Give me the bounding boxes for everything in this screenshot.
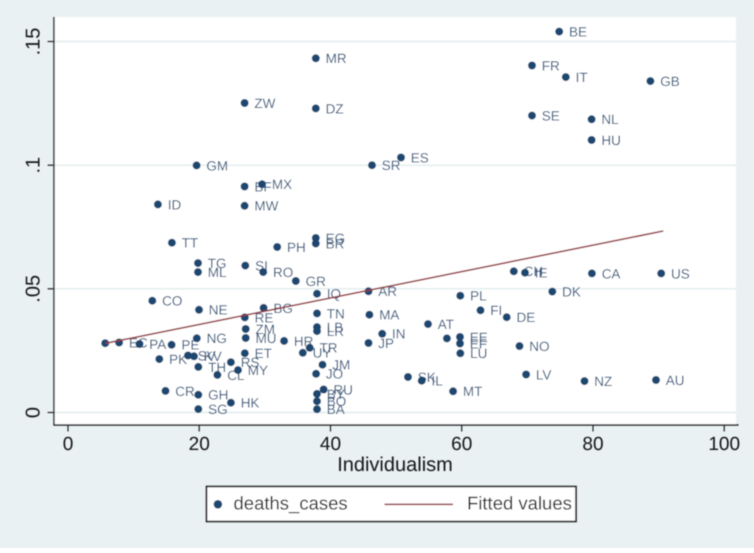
svg-text:TN: TN	[327, 306, 345, 321]
svg-text:TG: TG	[208, 256, 227, 271]
svg-text:JP: JP	[378, 336, 394, 351]
svg-text:JM: JM	[332, 358, 350, 373]
svg-text:60: 60	[451, 434, 472, 455]
svg-text:CA: CA	[602, 266, 621, 281]
svg-text:0: 0	[63, 434, 74, 455]
svg-text:RE: RE	[255, 310, 274, 325]
svg-text:Fitted values: Fitted values	[467, 493, 572, 514]
svg-text:80: 80	[582, 434, 603, 455]
svg-text:MX: MX	[272, 177, 292, 192]
svg-text:BO: BO	[327, 394, 347, 409]
svg-text:deaths_cases: deaths_cases	[234, 493, 348, 514]
svg-text:SG: SG	[208, 402, 228, 417]
svg-text:100: 100	[708, 434, 740, 455]
svg-text:CO: CO	[162, 294, 182, 309]
svg-text:HK: HK	[241, 396, 260, 411]
svg-text:ES: ES	[411, 150, 429, 165]
svg-text:IN: IN	[392, 327, 406, 342]
svg-text:ET: ET	[255, 346, 272, 361]
svg-text:LU: LU	[470, 346, 487, 361]
svg-text:LV: LV	[536, 367, 552, 382]
svg-text:PA: PA	[149, 337, 166, 352]
svg-text:FR: FR	[542, 58, 560, 73]
svg-text:IE: IE	[535, 266, 548, 281]
svg-text:ZW: ZW	[254, 96, 275, 111]
svg-text:IL: IL	[432, 374, 444, 389]
svg-text:ID: ID	[168, 197, 182, 212]
svg-text:GH: GH	[208, 388, 228, 403]
svg-text:NZ: NZ	[594, 374, 612, 389]
svg-text:MY: MY	[248, 363, 268, 378]
svg-text:DE: DE	[517, 310, 536, 325]
svg-text:PH: PH	[287, 240, 306, 255]
svg-text:GM: GM	[206, 158, 228, 173]
svg-text:TH: TH	[208, 360, 226, 375]
svg-text:SE: SE	[542, 109, 560, 124]
svg-text:EF: EF	[470, 336, 487, 351]
svg-text:PK: PK	[169, 352, 187, 367]
svg-text:MT: MT	[463, 384, 483, 399]
svg-text:0: 0	[23, 407, 45, 418]
svg-text:Individualism: Individualism	[337, 454, 453, 476]
svg-text:NO: NO	[529, 339, 549, 354]
svg-text:BR: BR	[326, 236, 345, 251]
svg-text:.15: .15	[23, 28, 45, 56]
svg-text:CR: CR	[175, 384, 195, 399]
svg-text:RO: RO	[273, 265, 293, 280]
svg-text:US: US	[671, 266, 690, 281]
svg-text:.1: .1	[23, 157, 45, 174]
svg-text:DZ: DZ	[326, 101, 344, 116]
svg-text:UY: UY	[313, 346, 332, 361]
svg-text:GR: GR	[306, 274, 327, 289]
svg-text:MR: MR	[326, 51, 347, 66]
svg-text:DK: DK	[562, 285, 581, 300]
svg-text:TR: TR	[320, 341, 338, 356]
svg-text:EE: EE	[470, 330, 488, 345]
svg-text:MW: MW	[254, 199, 278, 214]
svg-text:RU: RU	[333, 382, 353, 397]
svg-text:SV: SV	[198, 348, 216, 363]
svg-text:AT: AT	[438, 317, 454, 332]
svg-text:ML: ML	[208, 265, 227, 280]
svg-text:40: 40	[320, 434, 341, 455]
svg-text:EG: EG	[326, 231, 346, 246]
svg-text:BE: BE	[569, 25, 587, 40]
svg-text:LR: LR	[327, 324, 345, 339]
svg-text:NG: NG	[207, 331, 227, 346]
svg-text:.05: .05	[23, 275, 45, 303]
svg-text:NE: NE	[209, 303, 228, 318]
svg-text:TT: TT	[182, 236, 199, 251]
svg-text:NL: NL	[601, 112, 619, 127]
svg-text:MA: MA	[379, 308, 399, 323]
svg-text:PL: PL	[470, 289, 487, 304]
svg-text:AU: AU	[666, 373, 685, 388]
svg-text:BY: BY	[327, 387, 345, 402]
svg-text:IQ: IQ	[327, 287, 341, 302]
svg-text:MU: MU	[256, 331, 277, 346]
svg-text:BA: BA	[327, 402, 345, 417]
svg-text:HU: HU	[601, 133, 621, 148]
svg-text:ZM: ZM	[256, 322, 276, 337]
svg-text:20: 20	[189, 434, 210, 455]
svg-text:SR: SR	[382, 158, 401, 173]
svg-text:FI: FI	[490, 303, 502, 318]
svg-text:IT: IT	[576, 70, 588, 85]
svg-text:CH: CH	[524, 264, 544, 279]
svg-text:JO: JO	[326, 367, 343, 382]
svg-text:GB: GB	[660, 74, 680, 89]
svg-text:RS: RS	[241, 355, 260, 370]
svg-text:KV: KV	[204, 349, 222, 364]
svg-text:LB: LB	[327, 320, 344, 335]
